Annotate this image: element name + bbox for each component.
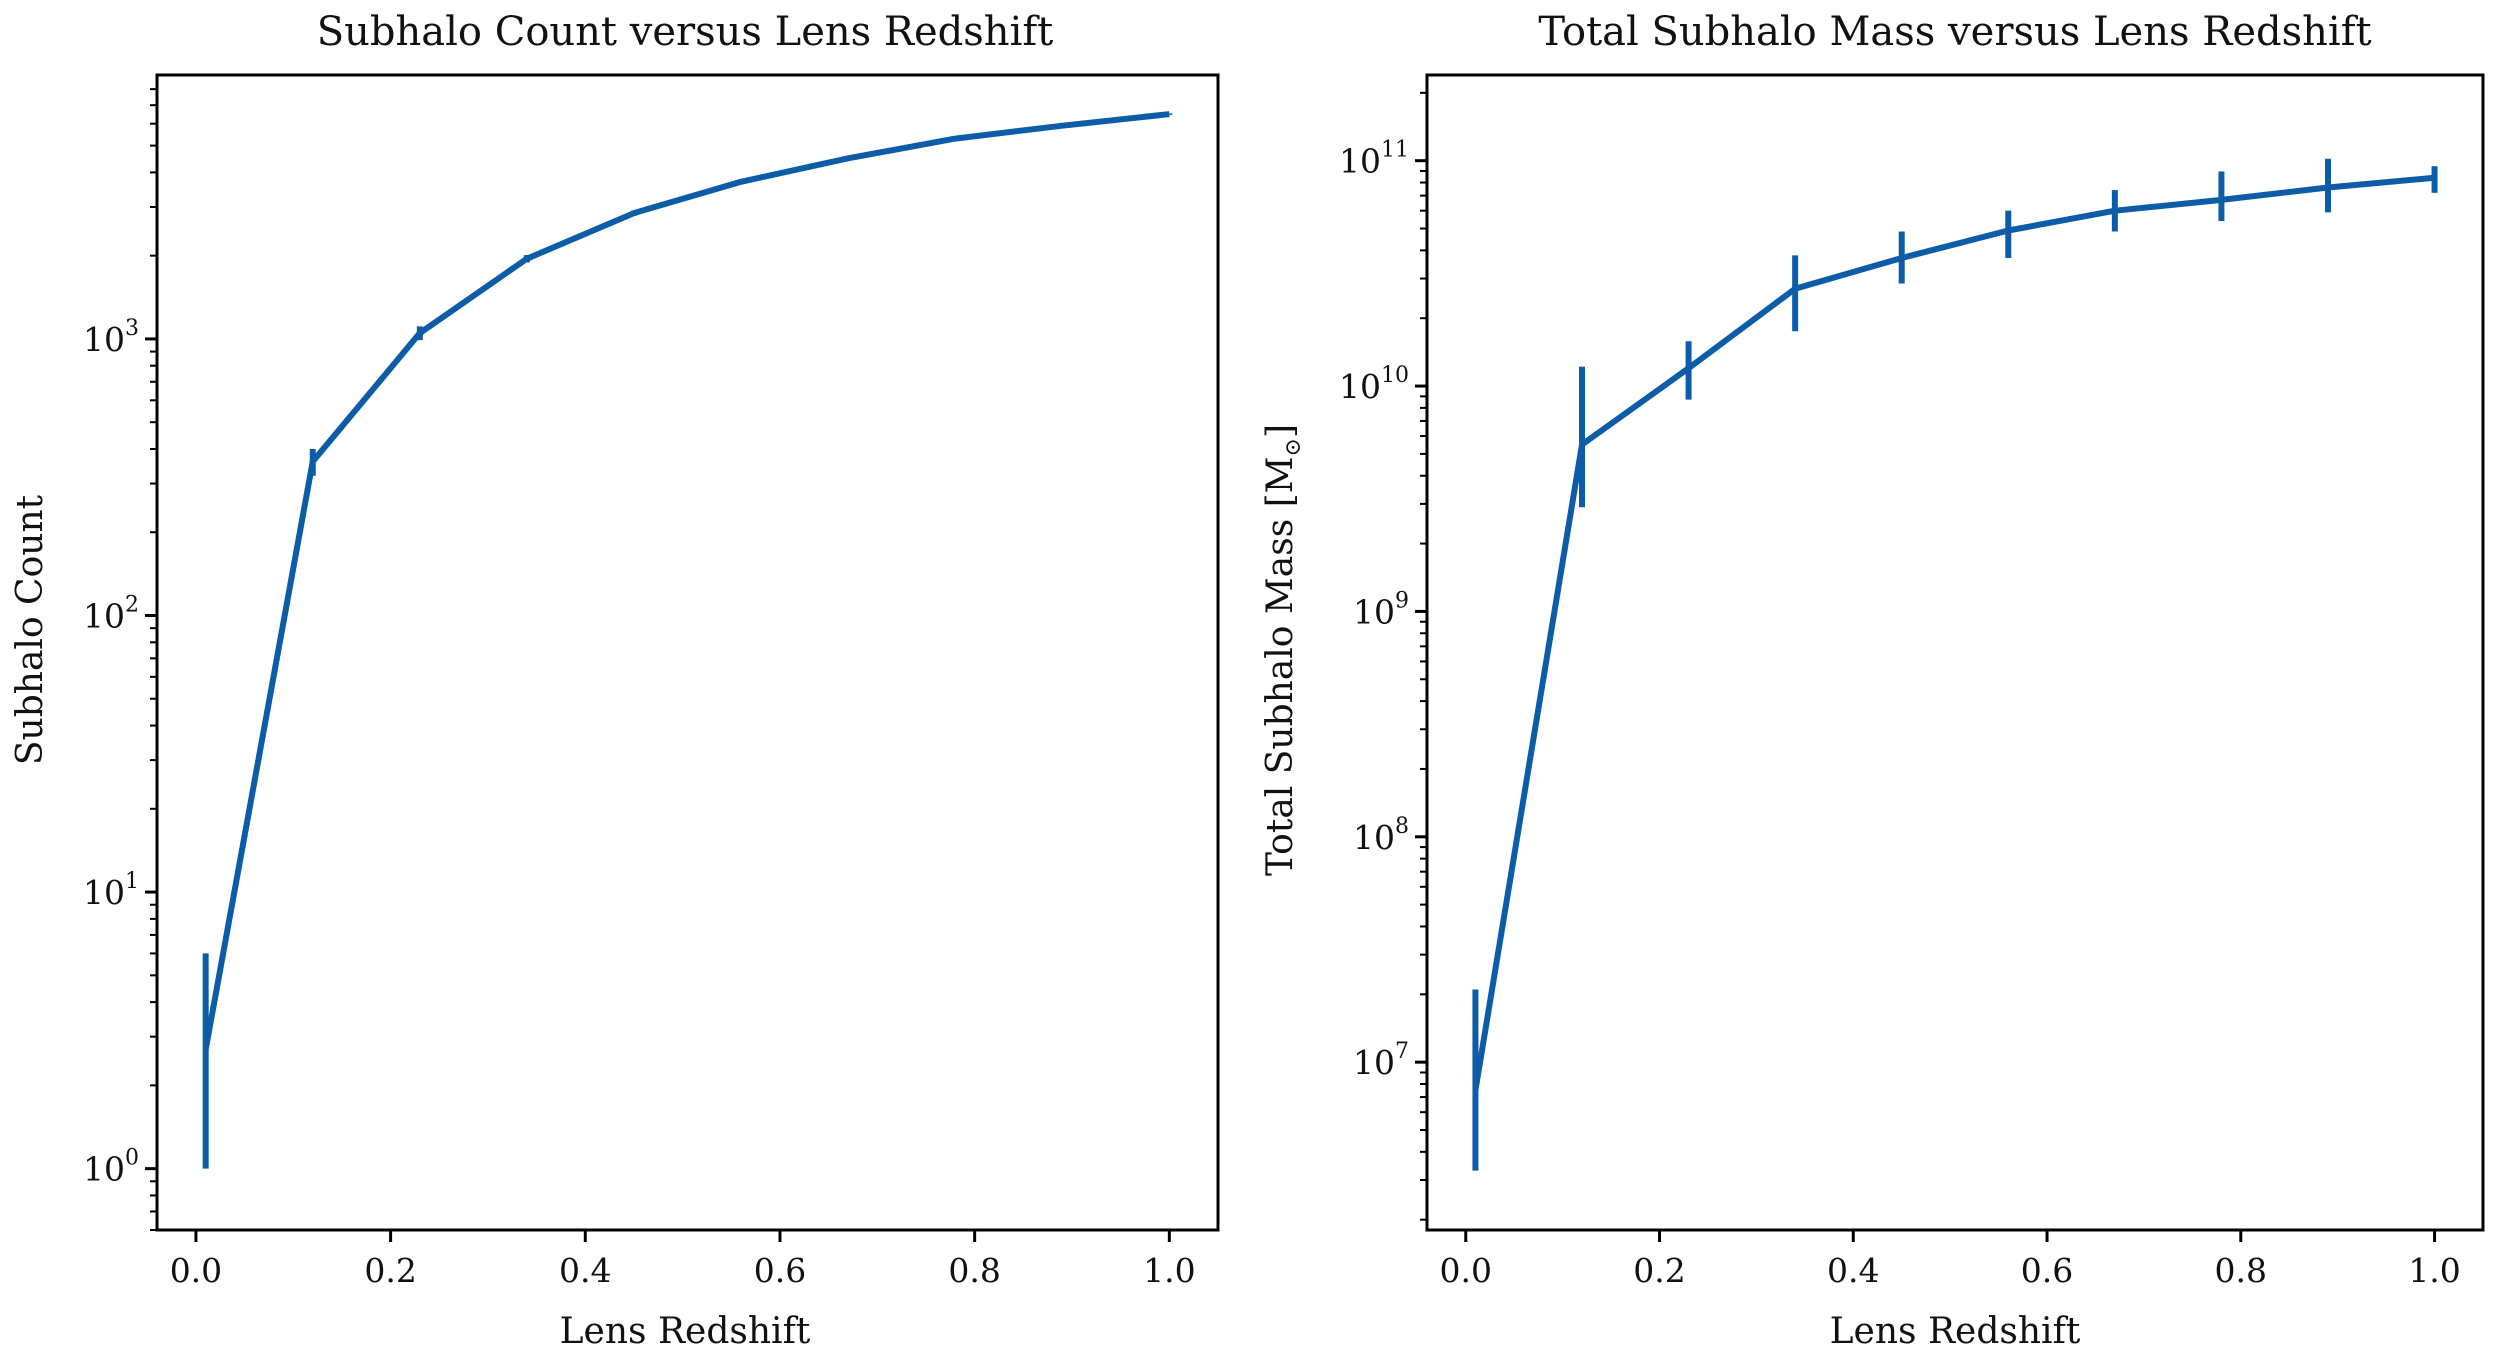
y-tick-exponent: 2 [125, 592, 139, 617]
y-axis-label: Total Subhalo Mass [M⊙] [1260, 424, 1306, 876]
x-tick-label: 0.0 [170, 1251, 222, 1290]
y-tick-label: 103 [83, 316, 139, 359]
x-tick-label: 0.2 [364, 1251, 416, 1290]
y-tick-label: 100 [83, 1146, 139, 1189]
error-bars [1472, 158, 2438, 1171]
series-line [1472, 174, 2435, 1091]
x-tick-label: 0.0 [1440, 1251, 1492, 1290]
y-axis-label-text: Total Subhalo Mass [M [1260, 456, 1301, 876]
x-ticks: 0.0 0.2 0.4 0.6 0.8 1.0 [170, 1230, 1196, 1290]
x-tick-label: 0.8 [2215, 1251, 2267, 1290]
x-axis-label: Lens Redshift [1830, 1311, 2081, 1352]
subhalo-mass-chart: Total Subhalo Mass versus Lens Redshift … [1260, 9, 2485, 1352]
chart-title: Total Subhalo Mass versus Lens Redshift [1538, 9, 2371, 55]
y-tick-exponent: 3 [125, 316, 139, 341]
y-tick-exponent: 8 [1395, 814, 1409, 839]
x-tick-label: 1.0 [2408, 1251, 2460, 1290]
y-tick-label: 1011 [1339, 138, 1409, 181]
y-tick-label: 109 [1353, 588, 1409, 631]
y-tick-base: 10 [83, 1150, 125, 1189]
y-tick-base: 10 [1339, 142, 1381, 181]
x-tick-label: 0.6 [2021, 1251, 2073, 1290]
plot-frame [155, 73, 1220, 1232]
x-ticks: 0.0 0.2 0.4 0.6 0.8 1.0 [1440, 1230, 2461, 1290]
y-tick-label: 101 [83, 869, 139, 912]
y-tick-base: 10 [1339, 367, 1381, 406]
y-tick-base: 10 [1353, 1043, 1395, 1082]
x-tick-label: 0.6 [754, 1251, 806, 1290]
y-tick-exponent: 9 [1395, 588, 1409, 613]
subhalo-count-chart: Subhalo Count versus Lens Redshift Lens … [10, 9, 1220, 1352]
y-tick-exponent: 0 [125, 1146, 139, 1171]
x-tick-label: 0.4 [1827, 1251, 1879, 1290]
y-tick-label: 102 [83, 592, 139, 635]
y-tick-exponent: 1 [125, 869, 139, 894]
solar-mass-symbol: ⊙ [1281, 438, 1306, 456]
plot-frame [1425, 73, 2485, 1232]
x-tick-label: 0.4 [559, 1251, 611, 1290]
y-tick-label: 1010 [1339, 363, 1409, 406]
x-tick-label: 0.2 [1633, 1251, 1685, 1290]
y-axis-label: Subhalo Count [10, 494, 51, 765]
y-tick-exponent: 11 [1381, 138, 1409, 163]
y-tick-label: 107 [1353, 1039, 1409, 1082]
y-tick-base: 10 [1353, 592, 1395, 631]
series-line [202, 111, 1170, 1050]
y-tick-exponent: 10 [1381, 363, 1409, 388]
x-tick-label: 0.8 [948, 1251, 1000, 1290]
y-tick-base: 10 [83, 873, 125, 912]
y-tick-base: 10 [1353, 818, 1395, 857]
y-tick-label: 108 [1353, 814, 1409, 857]
x-axis-label: Lens Redshift [560, 1311, 811, 1352]
chart-title: Subhalo Count versus Lens Redshift [317, 9, 1053, 55]
y-tick-base: 10 [83, 596, 125, 635]
y-axis-label-close: ] [1260, 424, 1301, 438]
y-tick-base: 10 [83, 320, 125, 359]
y-tick-exponent: 7 [1395, 1039, 1409, 1064]
x-tick-label: 1.0 [1143, 1251, 1195, 1290]
